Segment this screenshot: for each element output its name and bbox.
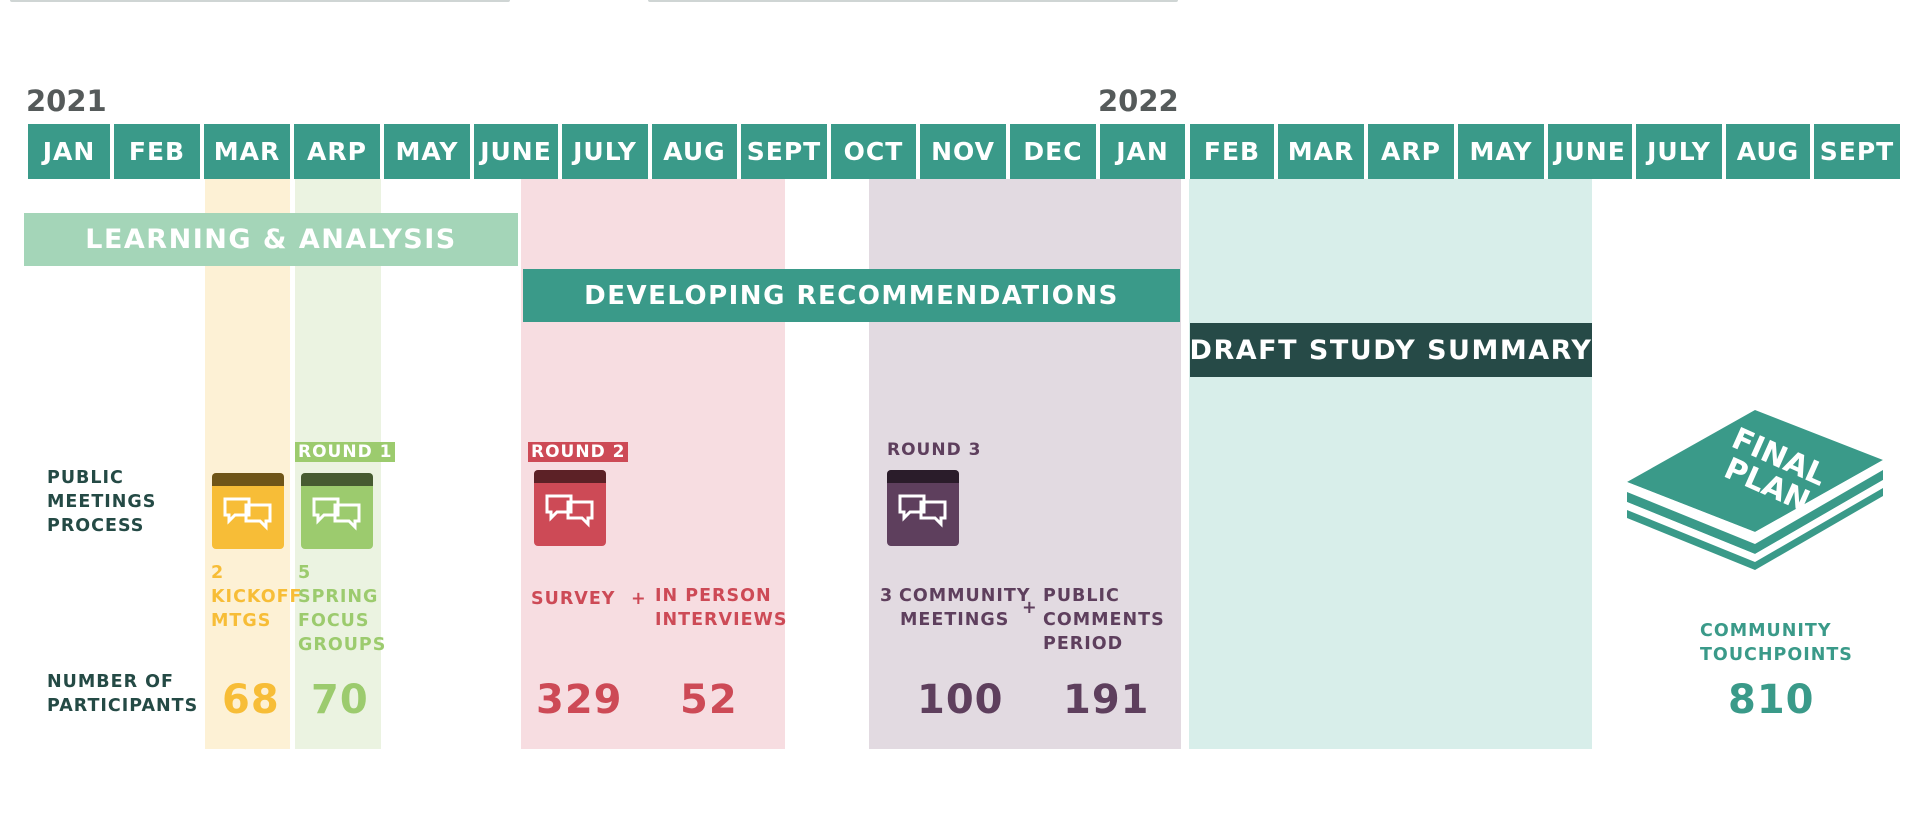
year-label-2022: 2022: [1098, 84, 1179, 118]
calendar-chat-icon: [212, 473, 284, 549]
calendar-chat-icon: [887, 470, 959, 546]
month-cell: DEC: [1010, 124, 1096, 179]
month-cell: SEPT: [741, 124, 827, 179]
month-cell: FEB: [1190, 124, 1274, 179]
month-cell: SEPT: [1814, 124, 1900, 179]
round2-band: [521, 179, 785, 749]
month-cell: ARP: [294, 124, 380, 179]
in-person-interviews-note: IN PERSON INTERVIEWS: [655, 586, 788, 630]
round-3-tag: ROUND 3: [887, 440, 982, 460]
kickoff-meetings-note: 2 KICKOFF MTGS: [211, 563, 303, 631]
round3-band: [869, 179, 1181, 749]
calendar-chat-icon: [301, 473, 373, 549]
march-meeting-band: [205, 179, 290, 749]
cropped-text-fragment: [10, 0, 510, 2]
kickoff-participants-value: 68: [222, 677, 280, 723]
year-label-2021: 2021: [26, 84, 107, 118]
row-label-participants: NUMBER OF PARTICIPANTS: [47, 672, 199, 716]
month-cell: JAN: [28, 124, 110, 179]
calendar-chat-icon: [534, 470, 606, 546]
draft-summary-band: [1189, 179, 1592, 749]
month-cell: AUG: [1726, 124, 1810, 179]
spring-participants-value: 70: [311, 677, 369, 723]
plus-sign: +: [1022, 598, 1038, 618]
survey-note: SURVEY: [531, 589, 616, 609]
round-1-tag: ROUND 1: [295, 442, 396, 462]
month-cell: JUNE: [1548, 124, 1632, 179]
phase-developing-recommendations: DEVELOPING RECOMMENDATIONS: [523, 269, 1180, 322]
month-cell: OCT: [831, 124, 916, 179]
community-touchpoints-caption: COMMUNITY TOUCHPOINTS: [1700, 621, 1853, 665]
month-cell: JULY: [562, 124, 648, 179]
month-cell: ARP: [1368, 124, 1454, 179]
round-2-tag: ROUND 2: [528, 442, 629, 462]
public-comments-participants-value: 191: [1063, 677, 1150, 723]
month-cell: MAY: [1458, 124, 1544, 179]
month-cell: MAY: [384, 124, 470, 179]
cropped-text-fragment: [648, 0, 1178, 2]
survey-participants-value: 329: [536, 677, 623, 723]
month-cell: AUG: [652, 124, 737, 179]
community-meetings-note: COMMUNITY MEETINGS: [899, 586, 1031, 630]
month-cell: JAN: [1100, 124, 1185, 179]
public-comments-note: PUBLIC COMMENTS PERIOD: [1043, 586, 1165, 654]
community-touchpoints-total: 810: [1728, 677, 1815, 723]
month-cell: FEB: [114, 124, 200, 179]
month-cell: NOV: [920, 124, 1006, 179]
plus-sign: +: [631, 589, 647, 609]
month-cell: JULY: [1636, 124, 1722, 179]
final-plan-book-icon: FINAL PLAN: [1627, 410, 1883, 570]
spring-focus-groups-note: 5 SPRING FOCUS GROUPS: [298, 563, 387, 655]
phase-learning-analysis: LEARNING & ANALYSIS: [24, 213, 518, 266]
community-meetings-participants-value: 100: [917, 677, 1004, 723]
interviews-participants-value: 52: [680, 677, 738, 723]
row-label-public-meetings: PUBLIC MEETINGS PROCESS: [47, 468, 157, 536]
month-cell: MAR: [204, 124, 290, 179]
phase-draft-study-summary: DRAFT STUDY SUMMARY: [1190, 323, 1592, 377]
community-meetings-count: 3: [880, 586, 894, 606]
april-meeting-band: [295, 179, 381, 749]
month-cell: JUNE: [474, 124, 558, 179]
month-cell: MAR: [1278, 124, 1364, 179]
